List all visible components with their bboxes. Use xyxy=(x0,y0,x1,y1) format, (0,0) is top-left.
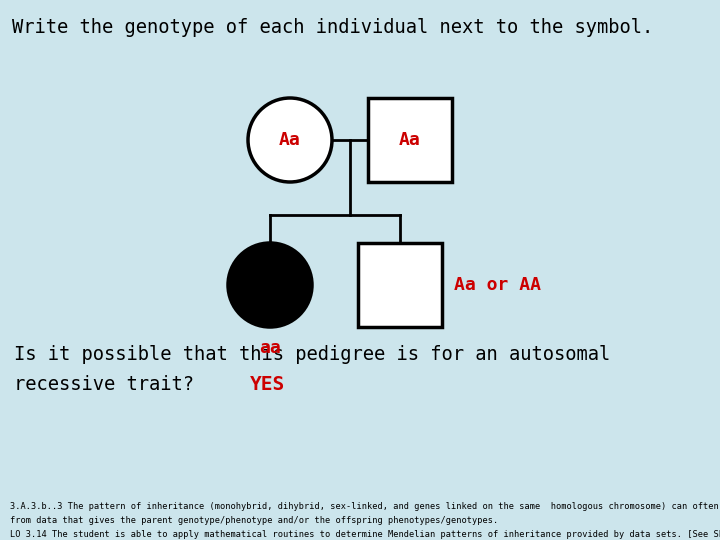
Bar xyxy=(358,243,442,327)
Text: from data that gives the parent genotype/phenotype and/or the offspring phenotyp: from data that gives the parent genotype… xyxy=(10,516,498,525)
Text: YES: YES xyxy=(250,375,285,394)
Text: LO 3.14 The student is able to apply mathematical routines to determine Mendelia: LO 3.14 The student is able to apply mat… xyxy=(10,530,720,539)
Circle shape xyxy=(248,98,332,182)
Text: Aa: Aa xyxy=(399,131,421,149)
Text: Is it possible that this pedigree is for an autosomal: Is it possible that this pedigree is for… xyxy=(14,345,611,364)
Text: Aa or AA: Aa or AA xyxy=(454,276,541,294)
Bar xyxy=(368,98,452,182)
Text: aa: aa xyxy=(259,339,281,357)
Text: 3.A.3.b..3 The pattern of inheritance (monohybrid, dihybrid, sex-linked, and gen: 3.A.3.b..3 The pattern of inheritance (m… xyxy=(10,502,720,511)
Circle shape xyxy=(228,243,312,327)
Text: recessive trait?: recessive trait? xyxy=(14,375,194,394)
Text: Aa: Aa xyxy=(279,131,301,149)
Text: Write the genotype of each individual next to the symbol.: Write the genotype of each individual ne… xyxy=(12,18,653,37)
